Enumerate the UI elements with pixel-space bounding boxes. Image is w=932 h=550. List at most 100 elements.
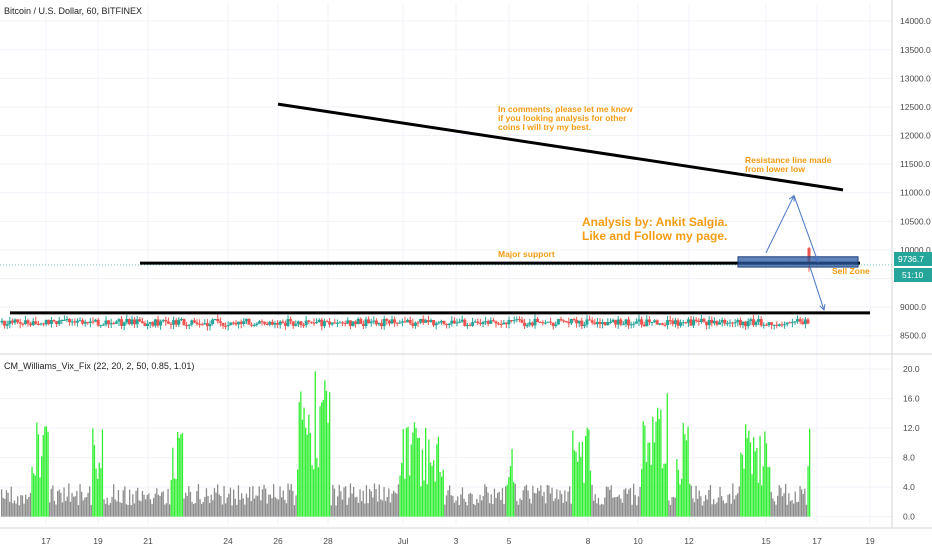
vix-bar-spike (325, 390, 328, 517)
vix-bar (154, 493, 156, 517)
candle-body (629, 324, 633, 326)
candle-body (421, 319, 425, 323)
candle-body (143, 323, 147, 326)
vix-bar (561, 493, 563, 517)
candle-body (452, 320, 456, 324)
candle-body (728, 322, 732, 324)
vix-bar (553, 501, 555, 517)
vix-bar (84, 497, 86, 517)
candle-body (793, 321, 797, 323)
candle-body (559, 319, 563, 321)
last-price-badge (894, 252, 932, 266)
vix-bar (378, 484, 380, 517)
candle-body (702, 318, 706, 322)
price-tick-label: 12000.0 (900, 131, 931, 141)
vix-bar (703, 501, 705, 517)
vix-bar (466, 505, 468, 517)
vix-bar (164, 504, 166, 517)
vix-bar (5, 490, 8, 517)
vix-bar (194, 503, 196, 517)
candle-body (289, 319, 293, 322)
vix-bar (479, 494, 481, 517)
vix-bar (501, 487, 504, 517)
vix-bar (781, 496, 784, 517)
vix-bar (295, 495, 297, 517)
vix-bar (538, 490, 540, 517)
candle-body (572, 319, 576, 321)
vix-bar-spike (433, 460, 435, 517)
time-tick-label: Jul (398, 536, 409, 546)
candle-body (3, 320, 7, 326)
candle-body (333, 322, 337, 324)
vix-bar (497, 492, 499, 517)
candle-body (109, 323, 113, 325)
candle-body (788, 322, 792, 324)
candle-body (411, 323, 415, 326)
vix-bar-spike (575, 451, 577, 517)
vix-bar-spike (415, 427, 417, 517)
price-tick-label: 13000.0 (900, 73, 931, 83)
candle-body (637, 319, 641, 322)
candle-body (96, 319, 100, 326)
vix-bar (369, 488, 371, 517)
candle-body (385, 318, 389, 321)
candle-body (395, 322, 399, 324)
vix-bar (709, 484, 712, 517)
vix-bar (724, 503, 726, 517)
vix-bar (570, 503, 572, 517)
vix-bar (669, 504, 672, 517)
candle-body (312, 322, 316, 324)
candle-body (684, 322, 688, 324)
vix-bar-spike (761, 485, 763, 517)
vix-bar (708, 489, 710, 517)
candle-body (192, 320, 196, 323)
candle-body (465, 324, 469, 326)
vix-bar (249, 486, 251, 517)
vix-bar-spike (585, 435, 587, 517)
vix-bar (65, 500, 67, 517)
candle-body (445, 323, 449, 326)
vix-bar (17, 496, 19, 517)
vix-bar (215, 492, 217, 517)
vix-bar (602, 504, 604, 517)
resistance-line (277, 102, 844, 192)
candle-body (666, 320, 670, 325)
candle-body (770, 322, 774, 325)
candle-body (104, 320, 108, 325)
vix-bar-spike (297, 469, 299, 517)
candle-body (281, 321, 285, 323)
vix-bar (335, 505, 337, 517)
candle-body (439, 320, 443, 323)
vix-bar-spike (583, 482, 585, 517)
vix-bar (353, 486, 355, 517)
vix-bar-spike (418, 437, 420, 517)
vix-bar (13, 500, 16, 517)
vix-bar (381, 500, 384, 517)
vix-bar (737, 493, 739, 517)
candle-body (598, 321, 602, 325)
vix-bar (103, 499, 105, 517)
vix-bar-spike (298, 402, 300, 517)
candle-body (575, 319, 579, 324)
vix-bar-spike (428, 439, 430, 517)
vix-bar (514, 483, 516, 517)
vix-bar (785, 483, 787, 517)
vix-bar (599, 504, 601, 517)
vix-bar (140, 501, 142, 517)
vix-bar (621, 502, 624, 517)
vix-bar-spike (762, 466, 764, 517)
vix-bar (615, 496, 617, 517)
vix-bar (193, 503, 195, 517)
vix-bar (23, 503, 25, 517)
vix-bar (609, 489, 611, 517)
vix-bar (546, 484, 548, 517)
vix-bar (269, 494, 272, 517)
author-note-line-1: Analysis by: Ankit Salgia. (582, 215, 728, 229)
candle-body (5, 324, 9, 326)
candle-body (49, 320, 53, 325)
candle-body (55, 321, 59, 325)
vix-bar (471, 494, 473, 517)
vix-bar (50, 488, 52, 517)
vix-bar-spike (509, 466, 512, 517)
candle-body (65, 318, 69, 320)
